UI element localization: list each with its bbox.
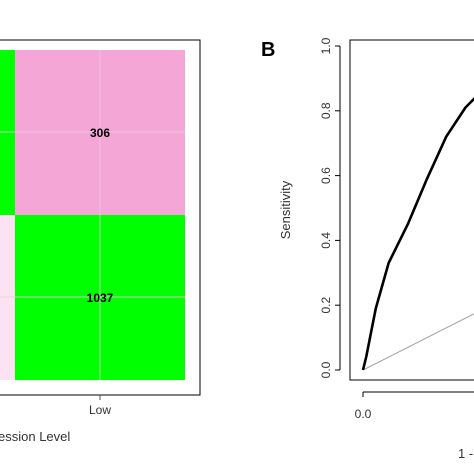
heatmap-x-axis-label: ession Level [0,429,70,444]
roc-y-tick-label: 0.2 [319,297,333,314]
roc-x-axis-label: 1 - [458,446,473,461]
roc-axes: 0.00.20.40.60.81.00.00.2 [319,37,474,421]
panel-a: 306 1037 Low ession Level [0,39,201,444]
roc-y-tick-label: 0.0 [319,361,333,378]
roc-y-axis-label: Sensitivity [278,180,293,239]
heatmap-cell-label-top: 306 [90,126,110,140]
roc-y-tick-label: 0.4 [319,232,333,249]
roc-diagonal-reference-line [362,313,474,371]
roc-plot-frame [349,39,474,381]
heatmap-x-tick-label: Low [89,403,111,417]
panel-b: B 0.00.20.40.60.81.00.00.2 Sensitivity 1… [261,37,474,461]
roc-y-tick-label: 0.6 [319,167,333,184]
roc-y-tick-label: 0.8 [319,102,333,119]
roc-curve-line [361,97,474,371]
roc-y-tick-label: 1.0 [319,37,333,54]
roc-x-tick-label: 0.0 [355,407,372,421]
roc-lines [361,97,474,371]
panel-b-label: B [261,39,275,61]
heatmap-cell-label-bottom: 1037 [87,291,114,305]
